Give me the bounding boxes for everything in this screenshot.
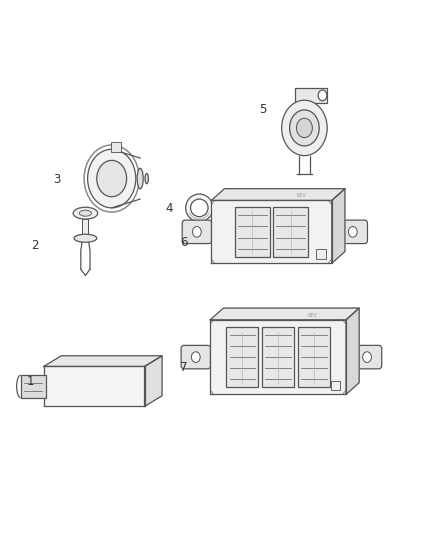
- Bar: [294, 88, 327, 103]
- Circle shape: [363, 352, 371, 362]
- Bar: [331, 381, 340, 390]
- FancyBboxPatch shape: [338, 220, 367, 244]
- Polygon shape: [211, 189, 345, 200]
- Text: REV: REV: [307, 313, 317, 318]
- FancyBboxPatch shape: [181, 345, 210, 369]
- Polygon shape: [332, 189, 345, 263]
- Ellipse shape: [73, 207, 98, 219]
- Polygon shape: [145, 356, 162, 406]
- Bar: [298, 327, 330, 387]
- Polygon shape: [210, 320, 346, 394]
- Bar: [111, 142, 121, 152]
- Circle shape: [349, 227, 357, 237]
- Ellipse shape: [137, 168, 143, 189]
- Ellipse shape: [186, 194, 213, 222]
- Polygon shape: [210, 308, 359, 320]
- Polygon shape: [211, 200, 332, 263]
- Polygon shape: [44, 367, 145, 406]
- Text: REV: REV: [297, 193, 307, 198]
- FancyBboxPatch shape: [352, 345, 382, 369]
- Bar: [262, 327, 294, 387]
- Circle shape: [88, 149, 136, 208]
- FancyBboxPatch shape: [182, 220, 212, 244]
- Text: 5: 5: [259, 103, 266, 116]
- Circle shape: [297, 118, 312, 138]
- Ellipse shape: [191, 199, 208, 217]
- Text: 1: 1: [27, 375, 35, 387]
- Circle shape: [191, 352, 200, 362]
- Text: 4: 4: [165, 203, 173, 215]
- Circle shape: [290, 110, 319, 146]
- Circle shape: [282, 100, 327, 156]
- Circle shape: [318, 90, 327, 101]
- Polygon shape: [346, 308, 359, 394]
- Bar: [21, 375, 46, 398]
- Ellipse shape: [145, 173, 148, 184]
- Text: 3: 3: [53, 173, 60, 186]
- Text: 6: 6: [180, 236, 188, 249]
- Bar: [226, 327, 258, 387]
- Bar: [82, 219, 88, 238]
- Ellipse shape: [74, 235, 97, 242]
- Polygon shape: [44, 356, 162, 367]
- Text: 7: 7: [180, 361, 188, 374]
- Text: 2: 2: [31, 239, 39, 252]
- Circle shape: [193, 227, 201, 237]
- Ellipse shape: [79, 210, 92, 216]
- Bar: [273, 207, 308, 257]
- Circle shape: [97, 160, 127, 197]
- Bar: [316, 249, 326, 259]
- Bar: [235, 207, 270, 257]
